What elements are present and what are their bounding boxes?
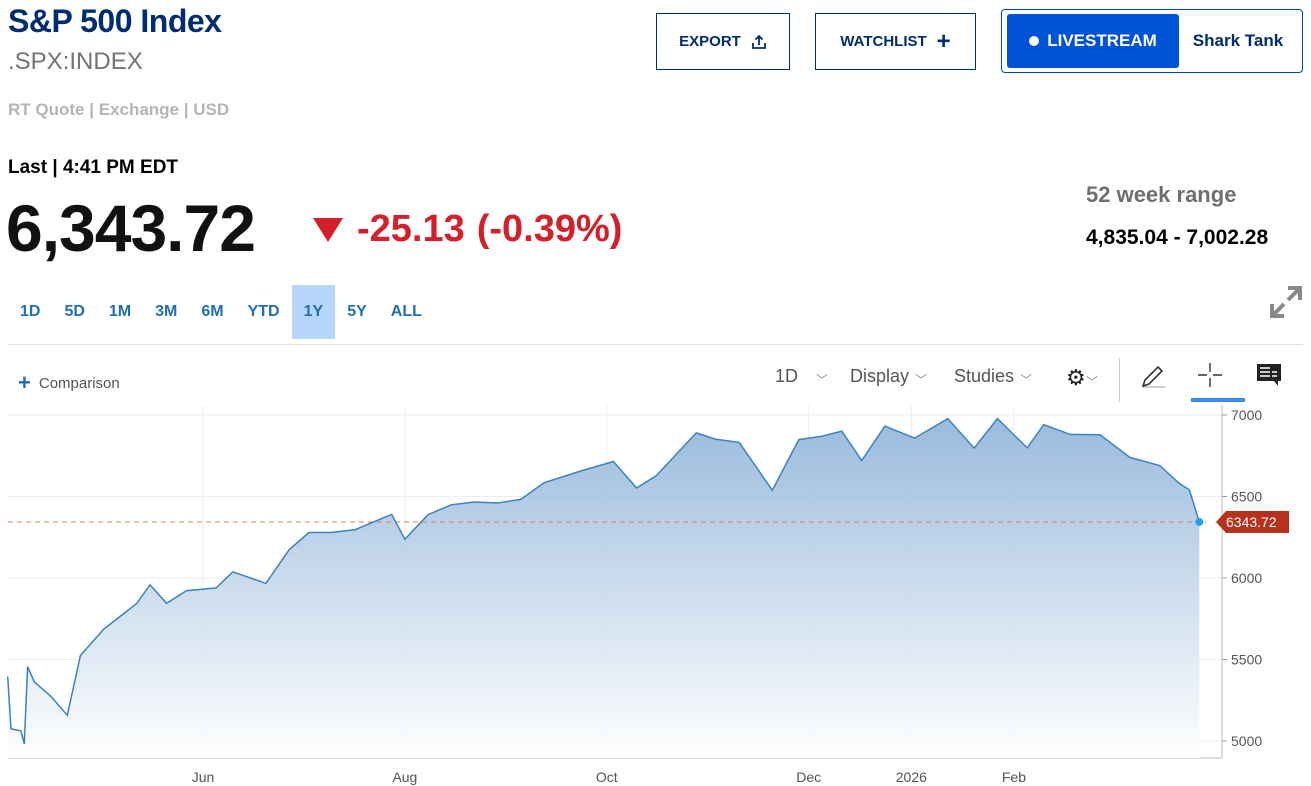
interval-label: 1D (775, 366, 799, 386)
crosshair-icon[interactable] (1197, 362, 1223, 388)
y-tick-label: 6000 (1231, 570, 1262, 586)
time-range-tabs: 1D 5D 1M 3M 6M YTD 1Y 5Y ALL (8, 285, 434, 339)
range-value: 4,835.04 - 7,002.28 (1086, 226, 1269, 249)
range-tab-3m[interactable]: 3M (155, 303, 178, 320)
toolbar-separator (1119, 358, 1120, 402)
x-tick-label: Feb (1002, 769, 1026, 785)
range-tab-1d[interactable]: 1D (20, 303, 41, 320)
quote-info: RT Quote | Exchange | USD (8, 100, 230, 119)
chevron-down-icon: ﹀ (1085, 374, 1098, 389)
last-price: 6,343.72 (6, 191, 256, 265)
change-percent: (-0.39%) (476, 208, 623, 250)
range-tab-1m[interactable]: 1M (108, 303, 132, 320)
range-tab-1y[interactable]: 1Y (291, 285, 336, 339)
range-tab-all[interactable]: ALL (390, 303, 422, 320)
range-tab-ytd[interactable]: YTD (247, 303, 280, 320)
last-trade-time: Last | 4:41 PM EDT (8, 157, 179, 178)
x-tick-label: 2026 (896, 769, 927, 785)
ticker-symbol: .SPX:INDEX (8, 48, 143, 75)
x-tick-label: Dec (796, 769, 821, 785)
plus-icon: + (18, 370, 31, 395)
y-tick-label: 5500 (1231, 652, 1262, 668)
export-button[interactable]: EXPORT (656, 13, 790, 70)
range-label: 52 week range (1086, 182, 1237, 207)
livestream-label: LIVESTREAM (1047, 31, 1157, 50)
studies-label: Studies (954, 366, 1015, 386)
down-arrow-icon (313, 217, 343, 242)
range-tab-5d[interactable]: 5D (64, 303, 85, 320)
pencil-icon[interactable] (1139, 362, 1167, 390)
livestream-widget: LIVESTREAM Shark Tank (1001, 9, 1303, 73)
chevron-down-icon: ﹀ (816, 373, 829, 387)
chevron-down-icon: ﹀ (915, 373, 928, 387)
live-dot-icon (1029, 36, 1040, 46)
expand-icon[interactable] (1268, 284, 1304, 320)
x-tick-label: Jun (192, 769, 215, 785)
watchlist-button[interactable]: WATCHLIST + (815, 13, 976, 70)
shark-tank-link[interactable]: Shark Tank (1192, 31, 1284, 50)
divider (8, 344, 1303, 345)
comment-icon[interactable] (1256, 363, 1282, 387)
last-price-badge-label: 6343.72 (1226, 514, 1277, 530)
chevron-down-icon: ﹀ (1020, 373, 1033, 387)
studies-dropdown[interactable]: Studies ﹀ (954, 365, 1032, 388)
watchlist-label: WATCHLIST (840, 33, 927, 50)
last-price-dot (1195, 517, 1204, 526)
livestream-button[interactable]: LIVESTREAM (1007, 14, 1179, 68)
gear-icon: ⚙ (1066, 365, 1086, 390)
price-line (6, 417, 1201, 745)
last-price-badge (1216, 510, 1289, 533)
x-tick-label: Oct (596, 769, 618, 785)
page-title: S&P 500 Index (8, 3, 222, 39)
change-value: -25.13 (357, 208, 465, 250)
comparison-button[interactable]: + Comparison (18, 370, 120, 396)
settings-dropdown[interactable]: ⚙ ﹀ (1066, 365, 1098, 391)
range-tab-6m[interactable]: 6M (201, 303, 224, 320)
x-tick-label: Aug (392, 769, 417, 785)
plus-icon: + (936, 27, 951, 55)
y-tick-label: 7000 (1231, 407, 1262, 423)
price-chart[interactable]: Jun Aug Oct Dec 2026 Feb 5000 5500 6000 6500 7000 6… (0, 405, 1311, 786)
display-label: Display (850, 366, 910, 386)
price-area (7, 418, 1200, 758)
price-change: -25.13 (-0.39%) (313, 208, 622, 251)
share-icon (751, 34, 766, 49)
active-tool-indicator (1191, 398, 1245, 402)
display-dropdown[interactable]: Display ﹀ (850, 365, 927, 388)
y-tick-label: 5000 (1231, 733, 1262, 749)
export-label: EXPORT (679, 33, 741, 50)
y-tick-label: 6500 (1231, 489, 1262, 505)
range-tab-5y[interactable]: 5Y (347, 303, 367, 320)
interval-dropdown[interactable]: 1D ﹀ (775, 365, 828, 388)
comparison-label: Comparison (38, 374, 120, 392)
